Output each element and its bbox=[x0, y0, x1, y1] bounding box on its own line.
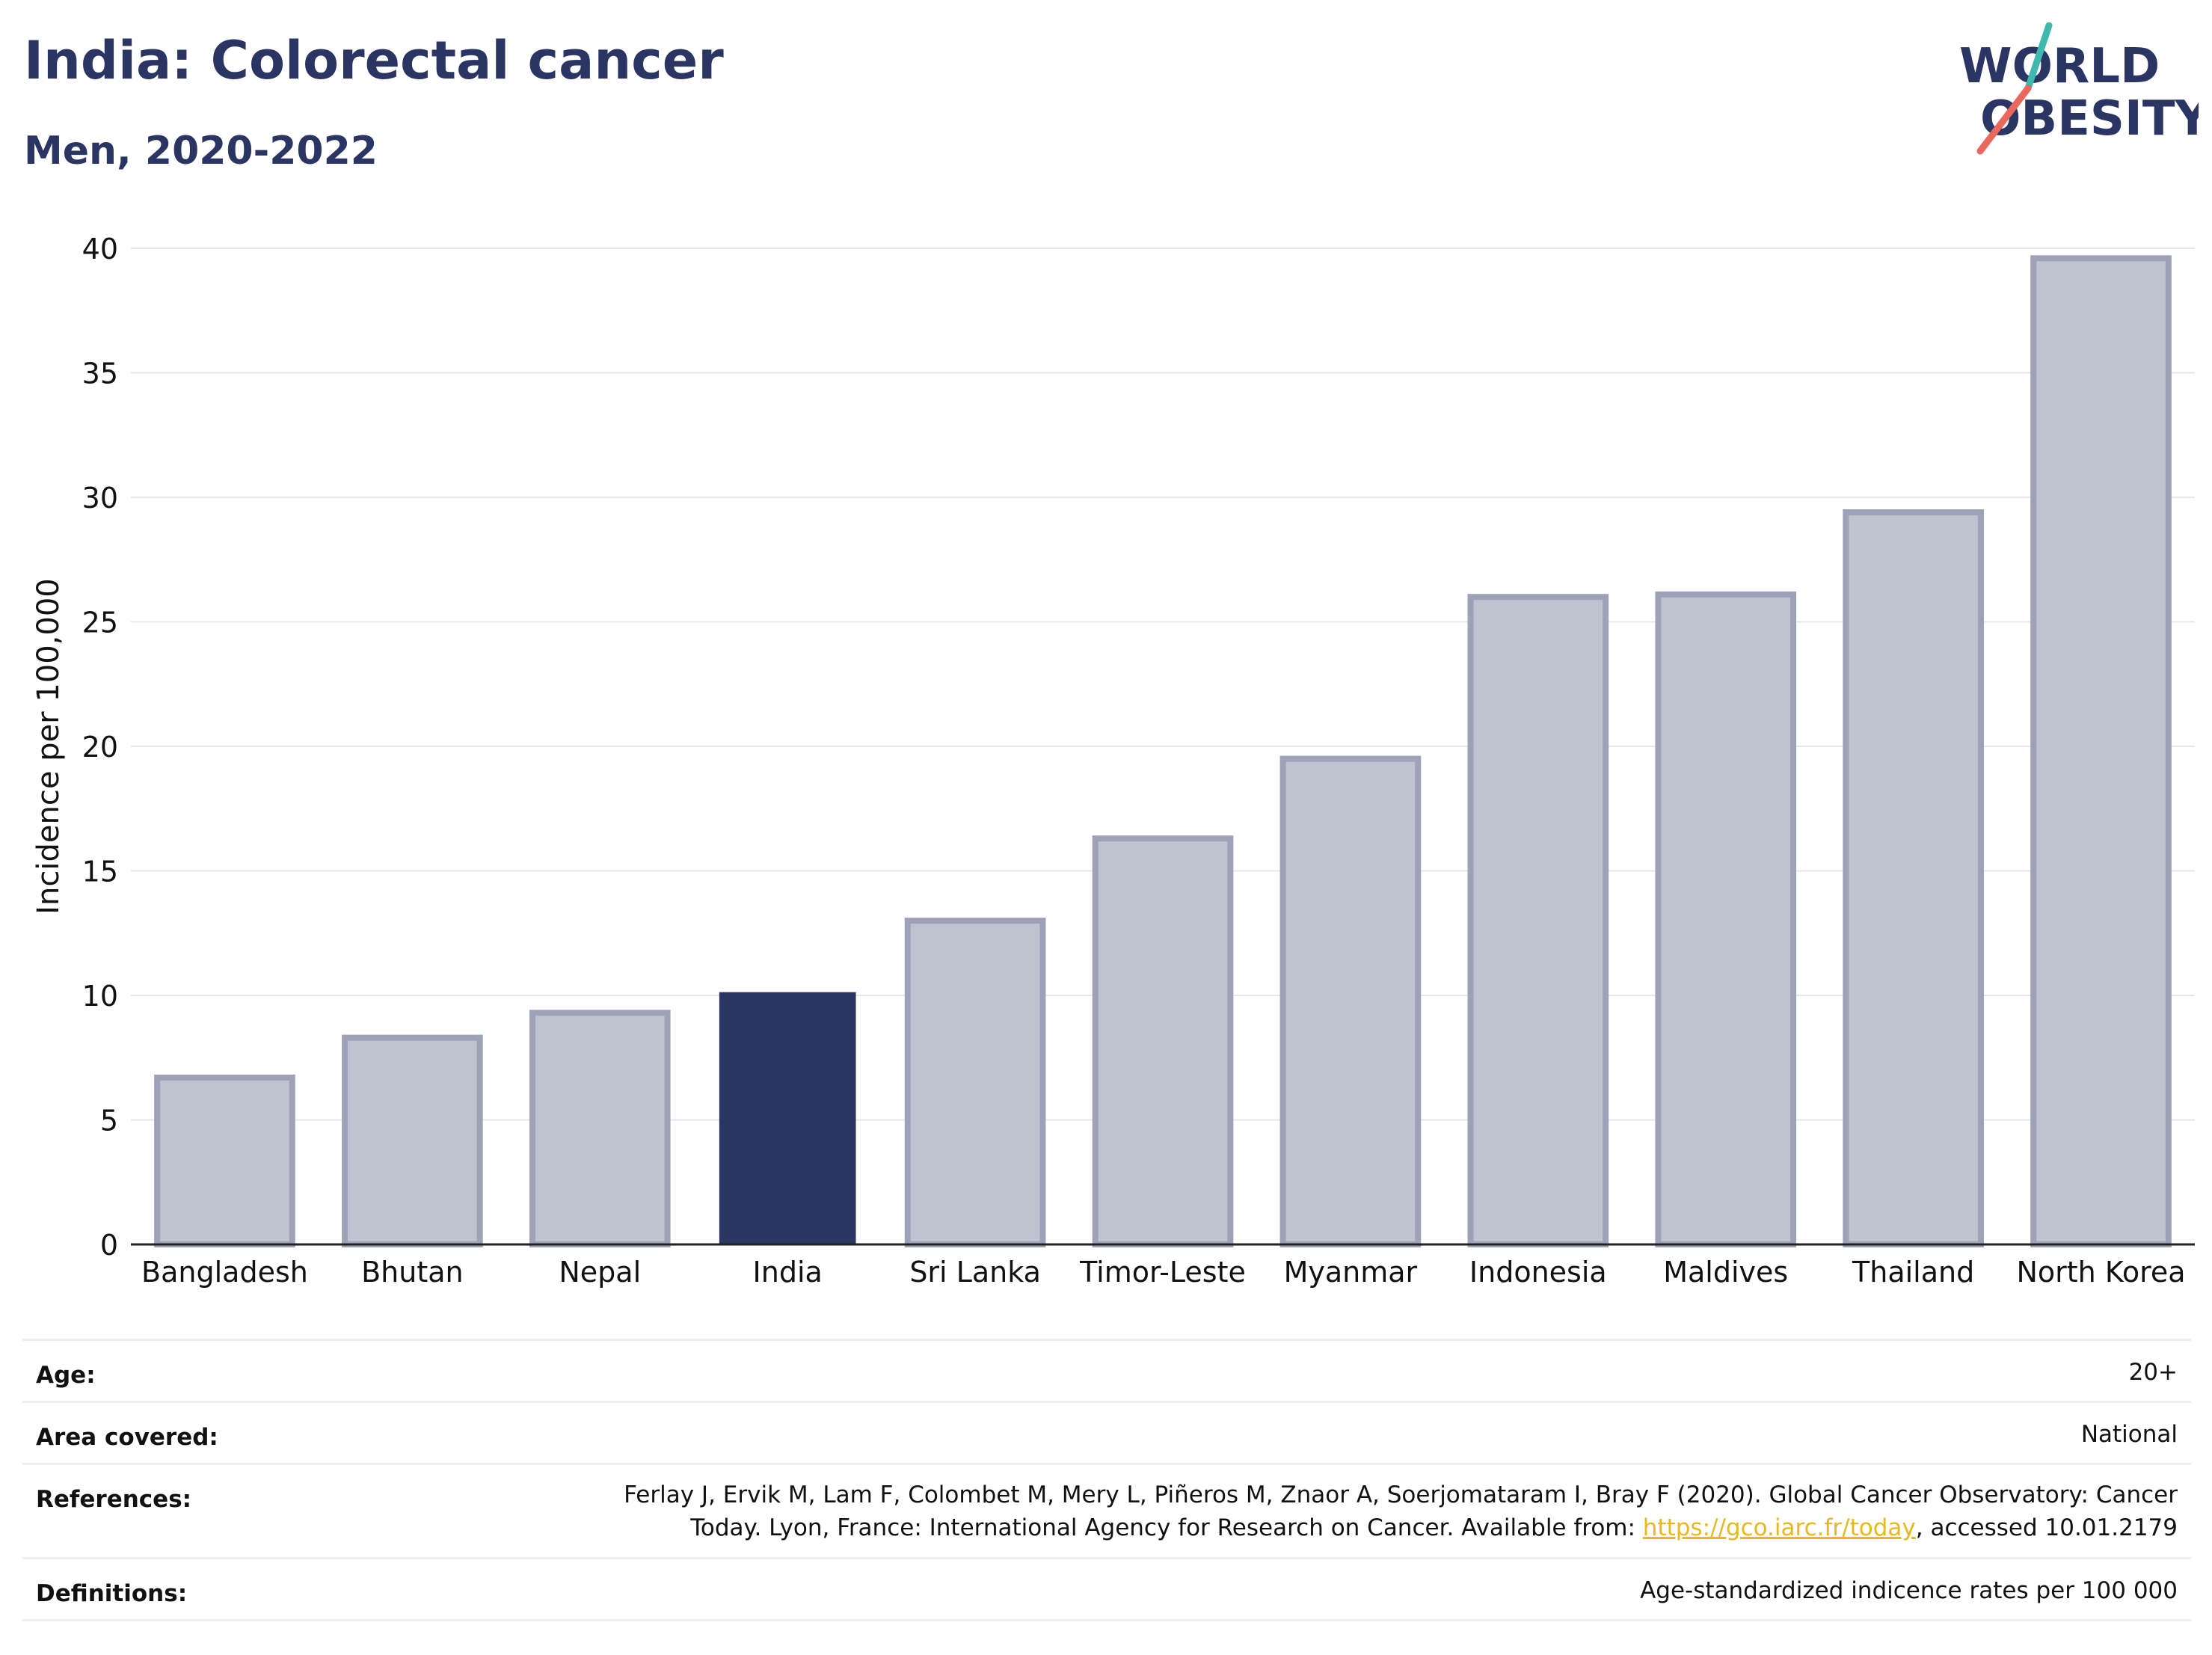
x-tick-label: Nepal bbox=[559, 1256, 641, 1289]
x-tick-label: Myanmar bbox=[1284, 1256, 1418, 1289]
age-label: Age: bbox=[36, 1362, 96, 1389]
bar-timor-leste bbox=[1092, 835, 1234, 1247]
info-row-references: References: Ferlay J, Ervik M, Lam F, Co… bbox=[22, 1463, 2191, 1559]
y-tick-label: 30 bbox=[82, 482, 118, 515]
bar-nepal bbox=[529, 1010, 671, 1248]
bar-bhutan bbox=[342, 1034, 483, 1247]
bar-maldives bbox=[1655, 591, 1797, 1247]
x-tick-label: Maldives bbox=[1663, 1256, 1788, 1289]
logo-line1: WORLD bbox=[1959, 39, 2160, 94]
info-row-area: Area covered: National bbox=[22, 1401, 2191, 1465]
x-tick-label: Sri Lanka bbox=[909, 1256, 1041, 1289]
y-tick-label: 15 bbox=[82, 856, 118, 888]
references-link[interactable]: https://gco.iarc.fr/today bbox=[1642, 1514, 1916, 1541]
x-tick-label: Indonesia bbox=[1469, 1256, 1607, 1289]
y-tick-label: 10 bbox=[82, 980, 118, 1013]
info-row-definitions: Definitions: Age-standardized indicence … bbox=[22, 1557, 2191, 1621]
y-tick-label: 35 bbox=[82, 357, 118, 390]
bar-indonesia bbox=[1467, 594, 1609, 1247]
bar-thailand bbox=[1843, 509, 1984, 1247]
references-line2-pre: Today. Lyon, France: International Agenc… bbox=[690, 1514, 1643, 1541]
y-tick-label: 5 bbox=[100, 1105, 118, 1137]
bar-myanmar bbox=[1279, 755, 1422, 1247]
references-line2: Today. Lyon, France: International Agenc… bbox=[624, 1511, 2178, 1544]
chart-subtitle: Men, 2020-2022 bbox=[24, 129, 378, 174]
area-label: Area covered: bbox=[36, 1424, 218, 1451]
bar-sri-lanka bbox=[904, 918, 1046, 1247]
bar-chart: 0 5 10 15 20 25 30 35 40 Bangladesh Bhutan Nepal In… bbox=[31, 233, 2195, 1289]
definitions-label: Definitions: bbox=[36, 1580, 188, 1607]
definitions-value: Age-standardized indicence rates per 100… bbox=[1640, 1577, 2178, 1604]
info-row-age: Age: 20+ bbox=[22, 1339, 2191, 1403]
references-line2-post: , accessed 10.01.2179 bbox=[1915, 1514, 2178, 1541]
x-tick-label: Timor-Leste bbox=[1079, 1256, 1246, 1289]
x-tick-label: Bangladesh bbox=[141, 1256, 308, 1289]
chart-title: India: Colorectal cancer bbox=[24, 30, 724, 91]
world-obesity-logo: WORLD OBESITY bbox=[1959, 22, 2199, 155]
info-bottom-border bbox=[22, 1619, 2191, 1621]
x-tick-label: Thailand bbox=[1852, 1256, 1974, 1289]
logo-slash-coral bbox=[1976, 85, 2032, 155]
bars bbox=[154, 255, 2172, 1248]
area-value: National bbox=[2080, 1421, 2178, 1448]
y-tick-labels: 0 5 10 15 20 25 30 35 40 bbox=[82, 233, 118, 1262]
x-tick-labels: Bangladesh Bhutan Nepal India Sri Lanka Timor… bbox=[141, 1256, 2186, 1289]
x-tick-label: India bbox=[753, 1256, 823, 1289]
references-line1: Ferlay J, Ervik M, Lam F, Colombet M, Me… bbox=[624, 1481, 2178, 1508]
references-label: References: bbox=[36, 1486, 192, 1513]
x-tick-label: North Korea bbox=[2016, 1256, 2185, 1289]
age-value: 20+ bbox=[2128, 1359, 2178, 1386]
y-tick-label: 25 bbox=[82, 607, 118, 639]
y-tick-label: 40 bbox=[82, 233, 118, 265]
bar-india bbox=[719, 992, 856, 1246]
y-axis-label: Incidence per 100,000 bbox=[31, 578, 66, 915]
bar-north-korea bbox=[2030, 255, 2172, 1248]
references-value: Ferlay J, Ervik M, Lam F, Colombet M, Me… bbox=[624, 1479, 2178, 1544]
logo-slash-teal bbox=[2024, 22, 2053, 92]
y-tick-label: 0 bbox=[100, 1229, 118, 1262]
y-tick-label: 20 bbox=[82, 731, 118, 764]
bar-bangladesh bbox=[154, 1074, 295, 1248]
x-tick-label: Bhutan bbox=[361, 1256, 464, 1289]
